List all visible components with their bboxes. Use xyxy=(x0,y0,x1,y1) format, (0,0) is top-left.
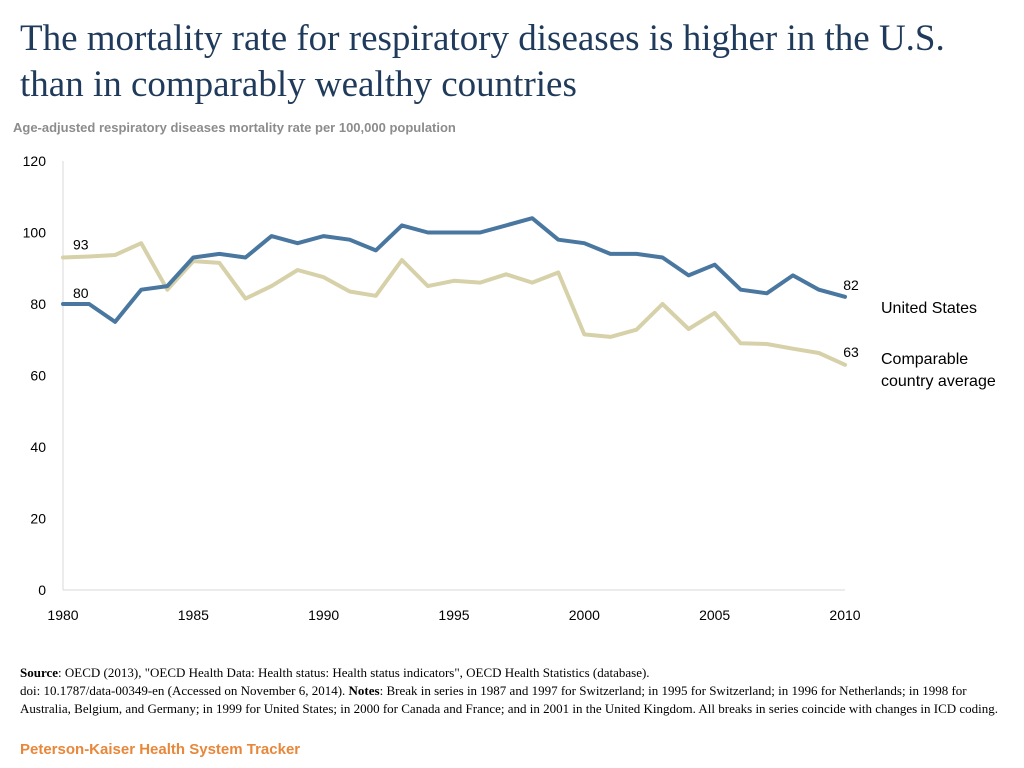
series-line-united-states xyxy=(61,216,847,324)
line-chart: 0 20 40 60 80 100 120 1980 1985 1990 1995 2000 2005… xyxy=(23,153,861,623)
x-axis: 1980 1985 1990 1995 2000 2005 2010 xyxy=(47,607,860,623)
x-tick-label: 1980 xyxy=(47,607,78,623)
y-tick-label: 0 xyxy=(38,582,46,598)
notes-label: Notes xyxy=(348,683,380,698)
doi-text: doi: 10.1787/data-00349-en (Accessed on … xyxy=(20,683,346,698)
doi-notes-line: doi: 10.1787/data-00349-en (Accessed on … xyxy=(20,682,1005,718)
data-label-us-1980: 80 xyxy=(73,285,89,301)
x-tick-label: 2000 xyxy=(569,607,600,623)
footer-brand: Peterson-Kaiser Health System Tracker xyxy=(20,741,301,758)
source-notes: Source: OECD (2013), "OECD Health Data: … xyxy=(20,664,1005,718)
y-tick-label: 60 xyxy=(30,368,46,384)
legend-comparable-country-average: Comparable country average xyxy=(881,351,996,390)
y-tick-label: 80 xyxy=(30,296,46,312)
y-tick-label: 100 xyxy=(23,225,47,241)
series-line-comparable-country-average xyxy=(61,241,847,367)
y-tick-label: 20 xyxy=(30,511,46,527)
x-tick-label: 2005 xyxy=(699,607,730,623)
source-line: Source: OECD (2013), "OECD Health Data: … xyxy=(20,664,1005,682)
chart-title: The mortality rate for respiratory disea… xyxy=(20,18,945,105)
source-label: Source xyxy=(20,665,59,680)
data-labels: 93 80 82 63 xyxy=(73,237,859,360)
chart-subtitle: Age-adjusted respiratory diseases mortal… xyxy=(13,120,456,135)
x-tick-label: 1995 xyxy=(438,607,469,623)
data-label-comparable-2010: 63 xyxy=(843,344,859,360)
x-tick-label: 1990 xyxy=(308,607,339,623)
x-tick-label: 1985 xyxy=(178,607,209,623)
x-tick-label: 2010 xyxy=(829,607,860,623)
notes-text: : Break in series in 1987 and 1997 for S… xyxy=(20,683,999,716)
source-text: : OECD (2013), "OECD Health Data: Health… xyxy=(58,665,650,680)
y-tick-label: 40 xyxy=(30,439,46,455)
y-axis: 0 20 40 60 80 100 120 xyxy=(23,153,47,598)
data-label-us-2010: 82 xyxy=(843,277,859,293)
series-layer xyxy=(61,216,847,367)
data-label-comparable-1980: 93 xyxy=(73,237,89,253)
y-tick-label: 120 xyxy=(23,153,47,169)
legend-united-states: United States xyxy=(881,300,978,317)
